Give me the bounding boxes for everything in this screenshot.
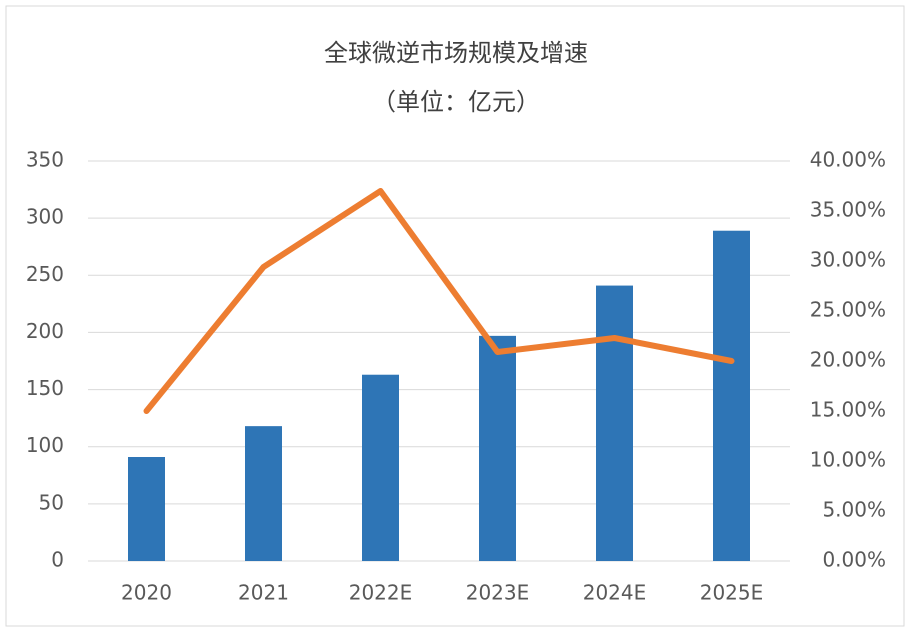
y2-tick-label: 20.00% bbox=[810, 348, 886, 372]
y2-tick-label: 25.00% bbox=[810, 298, 886, 322]
y-tick-label: 100 bbox=[26, 433, 64, 457]
bar bbox=[245, 426, 282, 561]
bar bbox=[596, 285, 633, 561]
y-tick-label: 300 bbox=[26, 205, 64, 229]
bar bbox=[713, 230, 750, 561]
line bbox=[143, 188, 735, 414]
y-tick-label: 200 bbox=[26, 319, 64, 343]
x-tick-label: 2024E bbox=[583, 581, 647, 605]
chart-subtitle: （单位：亿元） bbox=[372, 88, 540, 116]
y-tick-label: 350 bbox=[26, 148, 64, 172]
y-tick-label: 250 bbox=[26, 262, 64, 286]
x-tick-label: 2023E bbox=[466, 581, 530, 605]
y-tick-label: 150 bbox=[26, 376, 64, 400]
chart-title: 全球微逆市场规模及增速 bbox=[324, 39, 588, 67]
y-tick-label: 0 bbox=[51, 548, 64, 572]
x-tick-label: 2021 bbox=[238, 581, 289, 605]
bar bbox=[479, 335, 516, 561]
y2-tick-label: 0.00% bbox=[822, 548, 886, 572]
y2-tick-label: 5.00% bbox=[822, 498, 886, 522]
y2-tick-label: 40.00% bbox=[810, 148, 886, 172]
y-tick-label: 50 bbox=[39, 490, 64, 514]
y2-tick-label: 15.00% bbox=[810, 398, 886, 422]
y2-tick-label: 10.00% bbox=[810, 448, 886, 472]
x-tick-label: 2022E bbox=[349, 581, 413, 605]
y2-tick-label: 30.00% bbox=[810, 248, 886, 272]
bar bbox=[128, 457, 165, 561]
x-tick-label: 2025E bbox=[700, 581, 764, 605]
y2-tick-label: 35.00% bbox=[810, 198, 886, 222]
x-tick-label: 2020 bbox=[121, 581, 172, 605]
bar bbox=[362, 374, 399, 561]
